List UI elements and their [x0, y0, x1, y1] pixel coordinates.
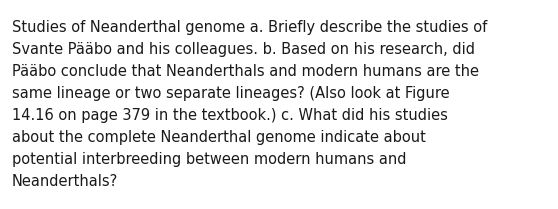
- Text: about the complete Neanderthal genome indicate about: about the complete Neanderthal genome in…: [12, 130, 426, 145]
- Text: Studies of Neanderthal genome a. Briefly describe the studies of: Studies of Neanderthal genome a. Briefly…: [12, 20, 487, 35]
- Text: same lineage or two separate lineages? (Also look at Figure: same lineage or two separate lineages? (…: [12, 86, 450, 101]
- Text: Svante Pääbo and his colleagues. b. Based on his research, did: Svante Pääbo and his colleagues. b. Base…: [12, 42, 475, 57]
- Text: potential interbreeding between modern humans and: potential interbreeding between modern h…: [12, 152, 406, 167]
- Text: 14.16 on page 379 in the textbook.) c. What did his studies: 14.16 on page 379 in the textbook.) c. W…: [12, 108, 448, 123]
- Text: Pääbo conclude that Neanderthals and modern humans are the: Pääbo conclude that Neanderthals and mod…: [12, 64, 479, 79]
- Text: Neanderthals?: Neanderthals?: [12, 174, 118, 189]
